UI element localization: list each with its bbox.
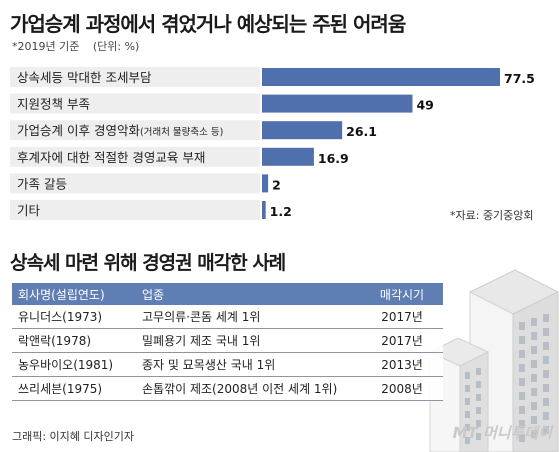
window-shape xyxy=(519,392,525,400)
table-row: 농우바이오(1981) 종자 및 묘목생산 국내 1위 2013년 xyxy=(12,352,443,377)
value-label: 16.9 xyxy=(318,151,349,166)
value-label: 49 xyxy=(416,98,433,113)
window-shape xyxy=(531,374,537,382)
cell-sale-date: 2013년 xyxy=(361,352,443,377)
window-shape xyxy=(465,385,470,392)
cell-industry: 고무의류·콘돔 세계 1위 xyxy=(136,305,361,329)
chart-subtitle: *2019년 기준 (단위: %) xyxy=(12,38,149,54)
table-row: 락앤락(1978) 밀폐용기 제조 국내 1위 2017년 xyxy=(12,328,443,353)
cases-table: 회사명(설립연도) 업종 매각시기 유니더스(1973) 고무의류·콘돔 세계 … xyxy=(12,283,443,401)
source-note: *자료: 중기중앙회 xyxy=(450,209,534,222)
value-label: 2 xyxy=(272,177,281,192)
chart-title: 가업승계 과정에서 겪었거나 예상되는 주된 어려움 xyxy=(10,12,406,36)
header-sale-date: 매각시기 xyxy=(361,283,443,305)
header-industry: 업종 xyxy=(136,283,361,305)
cell-company: 유니더스(1973) xyxy=(12,305,136,329)
window-shape xyxy=(519,364,525,372)
category-label-bg xyxy=(10,173,260,194)
category-label-bg xyxy=(10,200,260,220)
cell-sale-date: 2017년 xyxy=(361,305,443,329)
window-shape xyxy=(465,398,470,405)
bar xyxy=(262,121,343,140)
category-label-bg xyxy=(10,120,260,141)
cell-sale-date: 2008년 xyxy=(361,376,443,401)
cell-sale-date: 2017년 xyxy=(361,328,443,353)
bar xyxy=(262,201,266,219)
window-shape xyxy=(531,318,537,326)
bar xyxy=(262,174,269,193)
window-shape xyxy=(519,406,525,414)
unit-note: (단위: %) xyxy=(92,40,140,53)
window-shape xyxy=(531,360,537,368)
bar xyxy=(262,147,314,166)
category-label-bg xyxy=(10,93,260,114)
window-shape xyxy=(543,342,549,350)
category-label: 가업승계 이후 경영악화(거래처 물량축소 등) xyxy=(17,123,223,138)
category-label-bg xyxy=(10,67,260,87)
window-shape xyxy=(543,356,549,364)
cell-company: 락앤락(1978) xyxy=(12,328,136,353)
table-row: 유니더스(1973) 고무의류·콘돔 세계 1위 2017년 xyxy=(12,305,443,329)
table-title: 상속세 마련 위해 경영권 매각한 사례 xyxy=(10,252,286,274)
window-shape xyxy=(543,384,549,392)
window-shape xyxy=(465,411,470,418)
window-shape xyxy=(531,346,537,354)
window-shape xyxy=(476,381,481,388)
window-shape xyxy=(519,336,525,344)
category-label: 후계자에 대한 적절한 경영교육 부재 xyxy=(17,150,205,165)
bar xyxy=(262,94,413,113)
window-shape xyxy=(543,314,549,322)
cell-industry: 손톱깎이 제조(2008년 이전 세계 1위) xyxy=(136,376,361,401)
window-shape xyxy=(519,350,525,358)
value-label: 26.1 xyxy=(346,124,377,139)
window-shape xyxy=(543,412,549,420)
value-label: 1.2 xyxy=(270,204,292,219)
window-shape xyxy=(531,402,537,410)
window-shape xyxy=(465,372,470,379)
value-label: 77.5 xyxy=(504,71,535,86)
window-shape xyxy=(476,368,481,375)
category-label: 가족 갈등 xyxy=(17,176,67,191)
window-shape xyxy=(543,370,549,378)
bar xyxy=(262,68,500,86)
window-shape xyxy=(531,332,537,340)
basis-note: *2019년 기준 xyxy=(12,40,80,53)
category-label: 지원정책 부족 xyxy=(17,97,90,112)
cell-company: 쓰리세븐(1975) xyxy=(12,376,136,401)
table-header-row: 회사명(설립연도) 업종 매각시기 xyxy=(12,283,443,305)
window-shape xyxy=(531,388,537,396)
category-note: (거래처 물량축소 등) xyxy=(140,126,223,138)
header-company: 회사명(설립연도) xyxy=(12,283,136,305)
bar-chart: 상속세등 막대한 조세부담 77.5 지원정책 부족 49 가업승계 이후 경영악화(거… xyxy=(10,67,535,220)
category-label: 기타 xyxy=(17,203,41,218)
table-row: 쓰리세븐(1975) 손톱깎이 제조(2008년 이전 세계 1위) 2008년 xyxy=(12,376,443,401)
window-shape xyxy=(476,407,481,414)
window-shape xyxy=(519,322,525,330)
window-shape xyxy=(519,378,525,386)
window-shape xyxy=(543,328,549,336)
cell-company: 농우바이오(1981) xyxy=(12,352,136,377)
window-shape xyxy=(476,394,481,401)
watermark-logo: MT 머니투데이 xyxy=(452,424,552,442)
cell-industry: 종자 및 묘목생산 국내 1위 xyxy=(136,352,361,377)
cell-industry: 밀폐용기 제조 국내 1위 xyxy=(136,328,361,353)
credit: 그래픽: 이지혜 디자인기자 xyxy=(12,430,135,443)
category-label-bg xyxy=(10,146,260,167)
category-label: 상속세등 막대한 조세부담 xyxy=(17,70,152,85)
window-shape xyxy=(543,398,549,406)
